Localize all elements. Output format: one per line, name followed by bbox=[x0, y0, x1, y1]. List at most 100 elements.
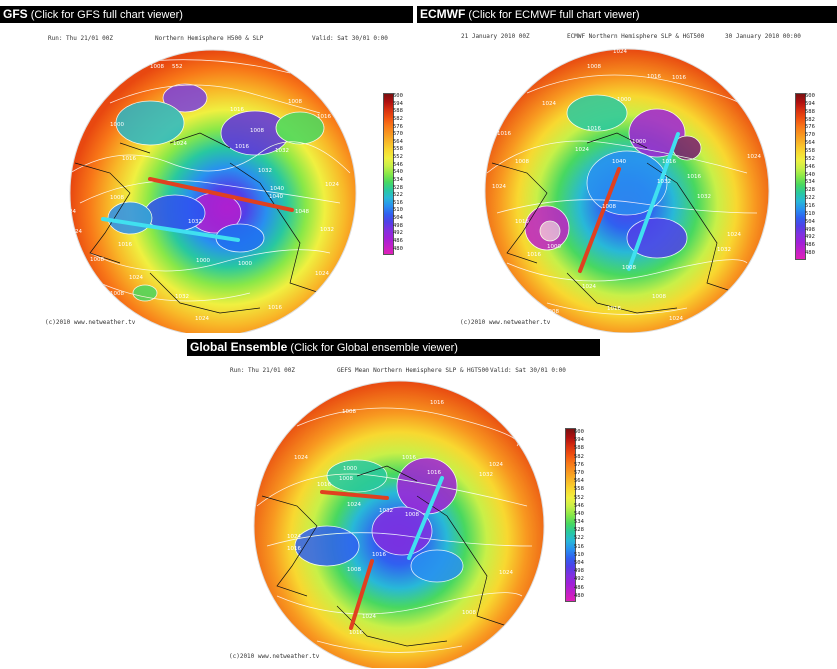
svg-text:1016: 1016 bbox=[607, 306, 621, 312]
ensemble-red-line-lower bbox=[349, 559, 374, 630]
colorbar-tick-label: 522 bbox=[393, 192, 403, 199]
svg-text:1024: 1024 bbox=[499, 570, 513, 576]
svg-text:1040: 1040 bbox=[612, 159, 626, 165]
ensemble-valid-label: Valid: Sat 30/01 0:00 bbox=[490, 367, 566, 374]
gfs-pressure-labels: 1008 552 1000 1016 1008 1016 1024 1016 1… bbox=[50, 64, 339, 322]
ecmwf-header-link[interactable]: ECMWF (Click for ECMWF full chart viewer… bbox=[417, 6, 837, 23]
colorbar-tick-label: 480 bbox=[574, 592, 584, 599]
ecmwf-header-title: ECMWF bbox=[420, 7, 466, 21]
colorbar-tick-label: 510 bbox=[393, 207, 403, 214]
svg-text:1024: 1024 bbox=[492, 184, 506, 190]
colorbar-tick-label: 582 bbox=[574, 453, 584, 460]
ensemble-header-link[interactable]: Global Ensemble (Click for Global ensemb… bbox=[187, 339, 600, 356]
svg-text:1024: 1024 bbox=[582, 284, 596, 290]
colorbar-tick-label: 480 bbox=[805, 250, 815, 257]
svg-text:1032: 1032 bbox=[657, 179, 671, 185]
svg-text:1016: 1016 bbox=[515, 219, 529, 225]
ecmwf-colorbar bbox=[795, 93, 806, 260]
ecmwf-run-label: 21 January 2010 00Z bbox=[461, 33, 530, 40]
colorbar-tick-label: 558 bbox=[805, 148, 815, 155]
colorbar-tick-label: 600 bbox=[574, 429, 584, 435]
colorbar-tick-label: 576 bbox=[805, 124, 815, 131]
colorbar-tick-label: 492 bbox=[393, 230, 403, 237]
svg-text:1016: 1016 bbox=[372, 552, 386, 558]
gfs-chart-title: Northern Hemisphere H500 & SLP bbox=[155, 35, 264, 42]
gfs-map: 1008 552 1000 1016 1008 1016 1024 1016 1… bbox=[50, 49, 357, 333]
svg-text:1016: 1016 bbox=[118, 242, 132, 248]
colorbar-tick-label: 570 bbox=[805, 132, 815, 139]
ensemble-map: 1008 1016 1024 1032 1016 1024 1000 1008 … bbox=[253, 380, 545, 668]
gfs-cyan-line bbox=[101, 217, 240, 242]
svg-text:1000: 1000 bbox=[238, 261, 252, 267]
svg-text:1000: 1000 bbox=[343, 466, 357, 472]
colorbar-tick-label: 558 bbox=[574, 486, 584, 493]
ecmwf-copyright: (c)2010 www.netweather.tv bbox=[460, 319, 551, 326]
svg-text:1024: 1024 bbox=[727, 232, 741, 238]
svg-text:1024: 1024 bbox=[173, 141, 187, 147]
colorbar-tick-label: 534 bbox=[393, 176, 403, 183]
colorbar-tick-label: 600 bbox=[393, 93, 403, 99]
svg-text:1008: 1008 bbox=[250, 128, 264, 134]
colorbar-tick-label: 564 bbox=[805, 140, 815, 147]
svg-text:1016: 1016 bbox=[497, 131, 511, 137]
svg-text:1016: 1016 bbox=[430, 400, 444, 406]
ecmwf-cyan-line bbox=[627, 132, 680, 271]
svg-text:1016: 1016 bbox=[50, 179, 64, 185]
svg-text:1024: 1024 bbox=[489, 462, 503, 468]
svg-text:1016: 1016 bbox=[672, 75, 686, 81]
svg-text:1008: 1008 bbox=[150, 64, 164, 70]
colorbar-tick-label: 504 bbox=[393, 215, 403, 221]
svg-text:1032: 1032 bbox=[188, 219, 202, 225]
ecmwf-chart-panel[interactable]: 21 January 2010 00Z ECMWF Northern Hemis… bbox=[417, 23, 837, 333]
svg-text:1000: 1000 bbox=[110, 122, 124, 128]
gfs-header-link[interactable]: GFS (Click for GFS full chart viewer) bbox=[0, 6, 413, 23]
colorbar-tick-label: 486 bbox=[805, 242, 815, 249]
ecmwf-pressure-labels: 1024 1016 1008 1000 1016 1024 1016 1000 … bbox=[492, 49, 761, 322]
ensemble-header-title: Global Ensemble bbox=[190, 340, 288, 354]
svg-text:1008: 1008 bbox=[110, 195, 124, 201]
ecmwf-colorbar-labels: 600 594 588 582 576 570 564 558 552 546 540 534 528 5… bbox=[805, 93, 815, 258]
gfs-valid-label: Valid: Sat 30/01 0:00 bbox=[312, 35, 388, 42]
svg-text:1040: 1040 bbox=[270, 186, 284, 192]
ensemble-red-line-upper bbox=[320, 490, 389, 500]
svg-text:1032: 1032 bbox=[717, 247, 731, 253]
colorbar-tick-label: 582 bbox=[805, 116, 815, 123]
svg-text:1016: 1016 bbox=[122, 156, 136, 162]
svg-text:1016: 1016 bbox=[427, 470, 441, 476]
ensemble-chart-panel[interactable]: Run: Thu 21/01 00Z GEFS Mean Northern He… bbox=[187, 356, 602, 668]
svg-text:1016: 1016 bbox=[349, 630, 363, 636]
svg-text:1032: 1032 bbox=[479, 472, 493, 478]
svg-text:1016: 1016 bbox=[317, 114, 331, 120]
svg-text:1008: 1008 bbox=[652, 294, 666, 300]
colorbar-tick-label: 486 bbox=[393, 237, 403, 244]
svg-text:1024: 1024 bbox=[613, 49, 627, 55]
svg-text:1024: 1024 bbox=[315, 271, 329, 277]
colorbar-tick-label: 516 bbox=[574, 543, 584, 550]
svg-text:1024: 1024 bbox=[294, 455, 308, 461]
svg-text:1008: 1008 bbox=[602, 204, 616, 210]
svg-text:1024: 1024 bbox=[68, 229, 82, 235]
svg-text:1000: 1000 bbox=[617, 97, 631, 103]
colorbar-tick-label: 576 bbox=[393, 123, 403, 130]
gfs-colorbar-labels: 600 594 588 582 576 570 564 558 552 546 540 534 528 5… bbox=[393, 93, 403, 253]
gfs-chart-panel[interactable]: Run: Thu 21/01 00Z Northern Hemisphere H… bbox=[0, 23, 415, 333]
colorbar-tick-label: 534 bbox=[574, 519, 584, 526]
ensemble-copyright: (c)2010 www.netweather.tv bbox=[229, 653, 320, 660]
colorbar-tick-label: 492 bbox=[574, 576, 584, 583]
svg-text:1016: 1016 bbox=[587, 126, 601, 132]
svg-text:1048: 1048 bbox=[295, 209, 309, 215]
colorbar-tick-label: 528 bbox=[393, 184, 403, 191]
colorbar-tick-label: 498 bbox=[393, 222, 403, 229]
svg-text:1016: 1016 bbox=[230, 107, 244, 113]
colorbar-tick-label: 594 bbox=[805, 100, 815, 107]
colorbar-tick-label: 564 bbox=[574, 478, 584, 485]
svg-text:1024: 1024 bbox=[362, 614, 376, 620]
svg-text:1024: 1024 bbox=[747, 154, 761, 160]
ensemble-header-subtitle: (Click for Global ensemble viewer) bbox=[290, 342, 458, 354]
colorbar-tick-label: 564 bbox=[393, 138, 403, 145]
svg-text:1016: 1016 bbox=[268, 305, 282, 311]
svg-text:1024: 1024 bbox=[669, 316, 683, 322]
colorbar-tick-label: 552 bbox=[393, 154, 403, 160]
ensemble-colorbar-labels: 600 594 588 582 576 570 564 558 552 546 540 534 528 5… bbox=[574, 428, 584, 600]
colorbar-tick-label: 570 bbox=[393, 131, 403, 138]
